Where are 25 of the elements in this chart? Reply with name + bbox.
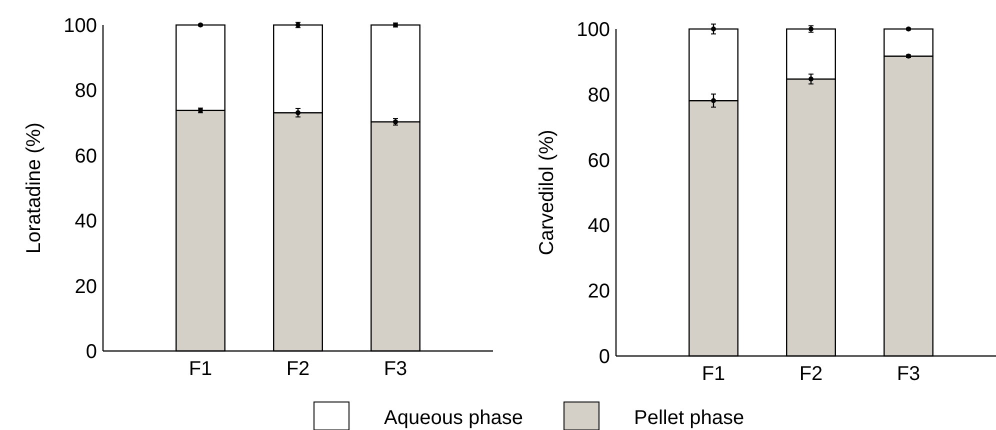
y-tick-label: 40 — [588, 215, 610, 238]
y-tick-label: 40 — [74, 210, 97, 233]
y-tick-label: 60 — [588, 150, 610, 172]
x-tick-label: F1 — [702, 363, 726, 385]
x-tick-label: F3 — [384, 358, 408, 380]
y-tick-label: 100 — [576, 19, 610, 41]
y-tick-label: 80 — [588, 84, 610, 106]
x-tick-label: F1 — [188, 358, 212, 380]
point — [711, 26, 716, 32]
y-tick-label: 60 — [74, 145, 97, 168]
y-axis-title: Loratadine (%) — [23, 122, 45, 254]
y-tick-label: 80 — [74, 80, 97, 102]
y-tick-label: 0 — [598, 346, 610, 368]
y-tick-label: 20 — [74, 276, 97, 298]
y-axis-title: Carvedilol (%) — [536, 130, 558, 256]
point — [808, 76, 814, 82]
x-tick-label: F3 — [896, 363, 920, 385]
y-tick-label: 20 — [588, 280, 610, 303]
y-tick-label: 100 — [64, 15, 97, 37]
point — [711, 98, 716, 104]
y-tick-label: 0 — [86, 341, 97, 363]
x-tick-label: F2 — [799, 363, 823, 385]
x-tick-label: F2 — [286, 358, 310, 380]
legend-label: Aqueous phase — [384, 407, 524, 429]
legend-label: Pellet phase — [634, 407, 744, 429]
